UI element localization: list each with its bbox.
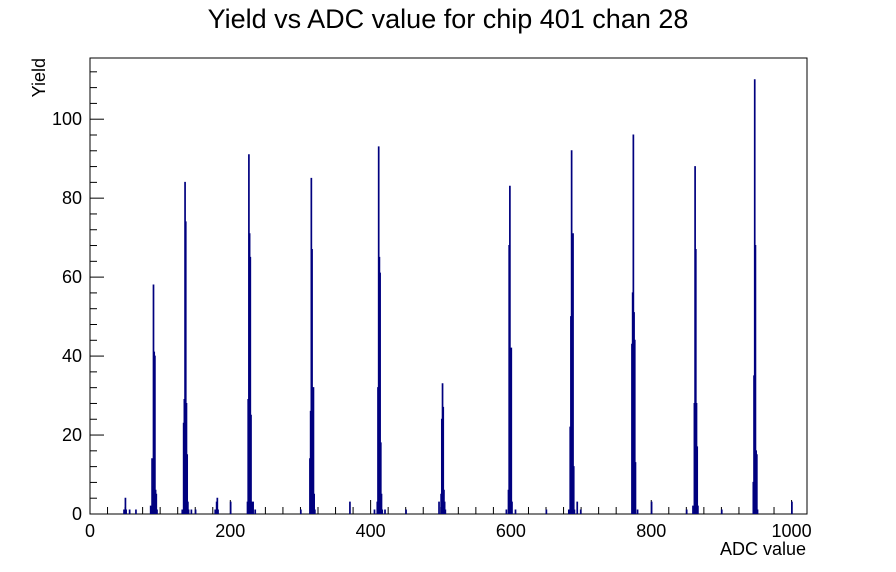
histogram-bin [154, 355, 156, 514]
histogram-bin [694, 248, 697, 514]
histogram-bin [380, 493, 383, 514]
x-tick-label: 1000 [772, 521, 812, 541]
histogram-bin [510, 347, 513, 514]
histogram-bin [754, 245, 757, 514]
histogram-bin [696, 446, 699, 514]
histogram-bin [443, 501, 446, 514]
y-tick-label: 20 [62, 425, 82, 445]
histogram-bin [299, 509, 302, 514]
histogram-bin [250, 501, 253, 514]
histogram-bin [250, 414, 252, 514]
histogram-bin [156, 509, 158, 514]
histogram-bin [313, 493, 316, 514]
histogram-bin [511, 501, 513, 514]
histogram-bin [444, 509, 447, 514]
histogram-bin [217, 509, 219, 514]
x-axis-label: ADC value [720, 539, 806, 559]
histogram-bin [155, 493, 158, 514]
chart-title: Yield vs ADC value for chip 401 chan 28 [208, 4, 689, 34]
histogram-bin [505, 509, 508, 514]
histogram-bin [190, 509, 193, 514]
histogram-bin [349, 501, 351, 514]
histogram-series [123, 79, 793, 514]
histogram-bin [186, 454, 189, 514]
histogram-bin [692, 505, 694, 514]
x-tick-label: 0 [85, 521, 95, 541]
y-tick-label: 60 [62, 267, 82, 287]
histogram-bin [187, 501, 189, 514]
histogram-bin [570, 150, 573, 514]
histogram-bin [314, 509, 316, 514]
histogram-bin [216, 497, 219, 514]
histogram-bin [650, 501, 653, 514]
histogram-bin [633, 339, 636, 514]
histogram-bin [720, 509, 723, 514]
x-axis: 0 200 400 600 800 1000 [85, 500, 812, 541]
histogram-bin [438, 501, 440, 514]
x-tick-label: 800 [636, 521, 666, 541]
histogram-bin [755, 454, 758, 514]
x-tick-label: 600 [496, 521, 526, 541]
histogram-bin [194, 509, 197, 514]
histogram-bin [567, 509, 570, 514]
histogram-bin [187, 509, 190, 514]
histogram-bin [572, 233, 574, 514]
histogram-bin [685, 509, 688, 514]
y-tick-label: 80 [62, 188, 82, 208]
histogram-bin [636, 509, 639, 514]
histogram-bin [312, 387, 315, 514]
histogram-bin [254, 509, 257, 514]
histogram-bin [384, 509, 386, 514]
histogram-bin [442, 406, 445, 514]
histogram-bin [634, 462, 637, 514]
y-tick-label: 0 [72, 504, 82, 524]
histogram-bin [181, 509, 184, 514]
histogram-bin [573, 509, 576, 514]
histogram-bin [184, 221, 187, 514]
x-tick-label: 200 [215, 521, 245, 541]
histogram-bin [576, 501, 579, 514]
histogram-bin [509, 185, 511, 514]
histogram-bin [791, 501, 793, 514]
plot-border [89, 57, 808, 515]
histogram-bin [405, 509, 407, 514]
y-axis-label: Yield [29, 58, 49, 97]
histogram-bin [311, 248, 313, 514]
y-tick-label: 100 [52, 109, 82, 129]
histogram-bin [123, 509, 125, 514]
histogram-bin [697, 505, 699, 514]
histogram-bin [756, 509, 759, 514]
histogram-bin [373, 509, 376, 514]
histogram-bin [514, 509, 517, 514]
histogram-bin [381, 509, 384, 514]
histogram-bin [214, 509, 217, 514]
histogram-bin [579, 509, 582, 514]
y-axis: 0 20 40 60 80 100 [52, 71, 104, 524]
histogram-bin [379, 272, 381, 514]
x-tick-label: 400 [356, 521, 386, 541]
histogram-bin [149, 505, 152, 514]
plot-frame [89, 57, 808, 515]
histogram-bin [252, 501, 254, 514]
histogram-bin [229, 501, 232, 514]
histogram-bin [379, 442, 382, 514]
histogram-bin [128, 509, 131, 514]
histogram-bin [135, 509, 137, 514]
histogram-bin [249, 256, 252, 514]
histogram-bin [125, 509, 127, 514]
histogram-bin [124, 497, 127, 514]
histogram-bin [545, 509, 548, 514]
y-tick-label: 40 [62, 346, 82, 366]
histogram-bin [572, 466, 575, 514]
